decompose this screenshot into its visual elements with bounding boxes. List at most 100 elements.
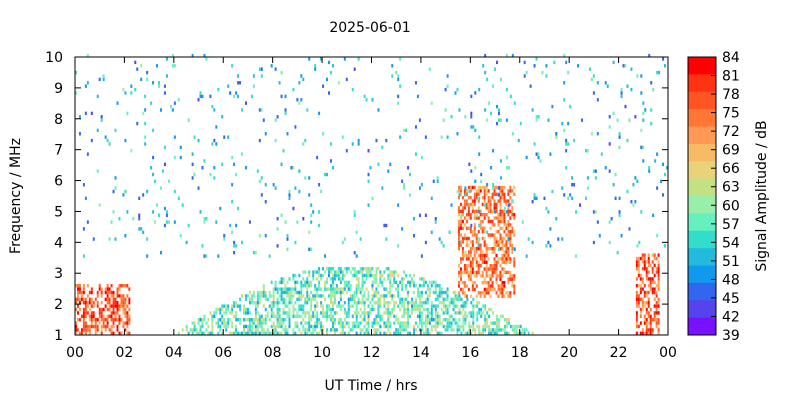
heatmap-cell bbox=[329, 294, 332, 298]
heatmap-cell bbox=[428, 331, 431, 335]
heatmap-cell bbox=[461, 246, 464, 251]
heatmap-cell bbox=[484, 307, 487, 312]
heatmap-cell bbox=[535, 196, 538, 201]
heatmap-cell bbox=[120, 318, 123, 322]
heatmap-cell bbox=[649, 318, 652, 322]
heatmap-cell bbox=[424, 321, 427, 325]
heatmap-cell bbox=[280, 294, 283, 298]
heatmap-cell bbox=[413, 233, 415, 238]
heatmap-cell bbox=[501, 185, 504, 190]
heatmap-cell bbox=[284, 290, 287, 295]
heatmap-cell bbox=[397, 273, 400, 278]
heatmap-cell bbox=[471, 199, 474, 203]
heatmap-cell bbox=[509, 270, 512, 275]
heatmap-cell bbox=[82, 318, 85, 322]
heatmap-cell bbox=[108, 290, 111, 295]
heatmap-cell bbox=[426, 297, 429, 302]
heatmap-cell bbox=[430, 318, 433, 322]
heatmap-cell bbox=[637, 260, 640, 264]
heatmap-cell bbox=[592, 169, 595, 173]
heatmap-cell bbox=[403, 314, 406, 319]
heatmap-cell bbox=[499, 287, 502, 292]
heatmap-cell bbox=[507, 237, 510, 241]
heatmap-cell bbox=[499, 199, 502, 203]
heatmap-cell bbox=[187, 331, 190, 335]
heatmap-cell bbox=[647, 260, 650, 264]
heatmap-cell bbox=[329, 301, 332, 305]
heatmap-cell bbox=[243, 318, 245, 322]
heatmap-cell bbox=[120, 294, 123, 298]
heatmap-cell bbox=[225, 328, 228, 332]
heatmap-cell bbox=[393, 331, 396, 335]
heatmap-cell bbox=[411, 307, 414, 312]
heatmap-cell bbox=[371, 273, 374, 278]
heatmap-cell bbox=[118, 318, 121, 322]
heatmap-cell bbox=[478, 152, 481, 156]
heatmap-cell bbox=[260, 318, 263, 322]
heatmap-cell bbox=[120, 297, 123, 302]
heatmap-cell bbox=[159, 186, 162, 190]
heatmap-cell bbox=[258, 324, 261, 329]
heatmap-cell bbox=[493, 263, 496, 268]
heatmap-cell bbox=[639, 307, 642, 312]
heatmap-cell bbox=[353, 210, 356, 214]
heatmap-cell bbox=[266, 331, 269, 335]
heatmap-cell bbox=[393, 307, 396, 312]
heatmap-cell bbox=[241, 331, 244, 335]
heatmap-cell bbox=[440, 240, 443, 245]
heatmap-cell bbox=[643, 314, 646, 319]
heatmap-cell bbox=[161, 169, 164, 173]
heatmap-cell bbox=[252, 321, 255, 325]
heatmap-cell bbox=[432, 318, 435, 322]
heatmap-cell bbox=[361, 284, 364, 288]
heatmap-cell bbox=[440, 301, 443, 305]
heatmap-cell bbox=[493, 185, 496, 190]
heatmap-cell bbox=[499, 236, 502, 241]
heatmap-cell bbox=[339, 277, 342, 281]
heatmap-cell bbox=[292, 277, 295, 281]
heatmap-cell bbox=[501, 226, 504, 230]
heatmap-cell bbox=[422, 301, 425, 305]
heatmap-cell bbox=[124, 328, 127, 332]
heatmap-cell bbox=[549, 227, 552, 231]
heatmap-cell bbox=[126, 294, 129, 298]
heatmap-cell bbox=[100, 318, 103, 322]
heatmap-cell bbox=[306, 294, 309, 298]
heatmap-cell bbox=[505, 202, 508, 207]
heatmap-cell bbox=[459, 226, 462, 230]
heatmap-cell bbox=[256, 328, 259, 332]
heatmap-cell bbox=[450, 297, 453, 302]
heatmap-cell bbox=[298, 169, 301, 173]
heatmap-cell bbox=[78, 284, 81, 288]
heatmap-cell bbox=[215, 307, 218, 312]
heatmap-cell bbox=[78, 301, 81, 305]
heatmap-cell bbox=[651, 253, 654, 257]
heatmap-cell bbox=[468, 189, 471, 194]
heatmap-cell bbox=[653, 304, 656, 308]
heatmap-cell bbox=[82, 287, 85, 291]
heatmap-cell bbox=[461, 257, 464, 261]
heatmap-cell bbox=[124, 307, 127, 312]
heatmap-cell bbox=[501, 192, 504, 196]
heatmap-cell bbox=[463, 233, 466, 237]
heatmap-cell bbox=[80, 331, 83, 335]
heatmap-cell bbox=[278, 280, 281, 285]
heatmap-cell bbox=[274, 331, 277, 335]
heatmap-cell bbox=[503, 324, 506, 329]
heatmap-cell bbox=[320, 287, 323, 291]
heatmap-cell bbox=[651, 318, 654, 322]
heatmap-cell bbox=[100, 324, 103, 329]
heatmap-cell bbox=[464, 115, 467, 119]
heatmap-cell bbox=[438, 237, 441, 241]
heatmap-cell bbox=[250, 318, 253, 322]
heatmap-cell bbox=[465, 267, 468, 271]
heatmap-cell bbox=[308, 273, 311, 278]
heatmap-cell bbox=[407, 318, 410, 322]
heatmap-cell bbox=[407, 294, 410, 298]
heatmap-cell bbox=[655, 290, 658, 295]
heatmap-cell bbox=[499, 284, 502, 288]
heatmap-cell bbox=[426, 314, 429, 319]
heatmap-cell bbox=[199, 331, 202, 335]
heatmap-cell bbox=[438, 321, 441, 325]
heatmap-cell bbox=[389, 273, 392, 278]
